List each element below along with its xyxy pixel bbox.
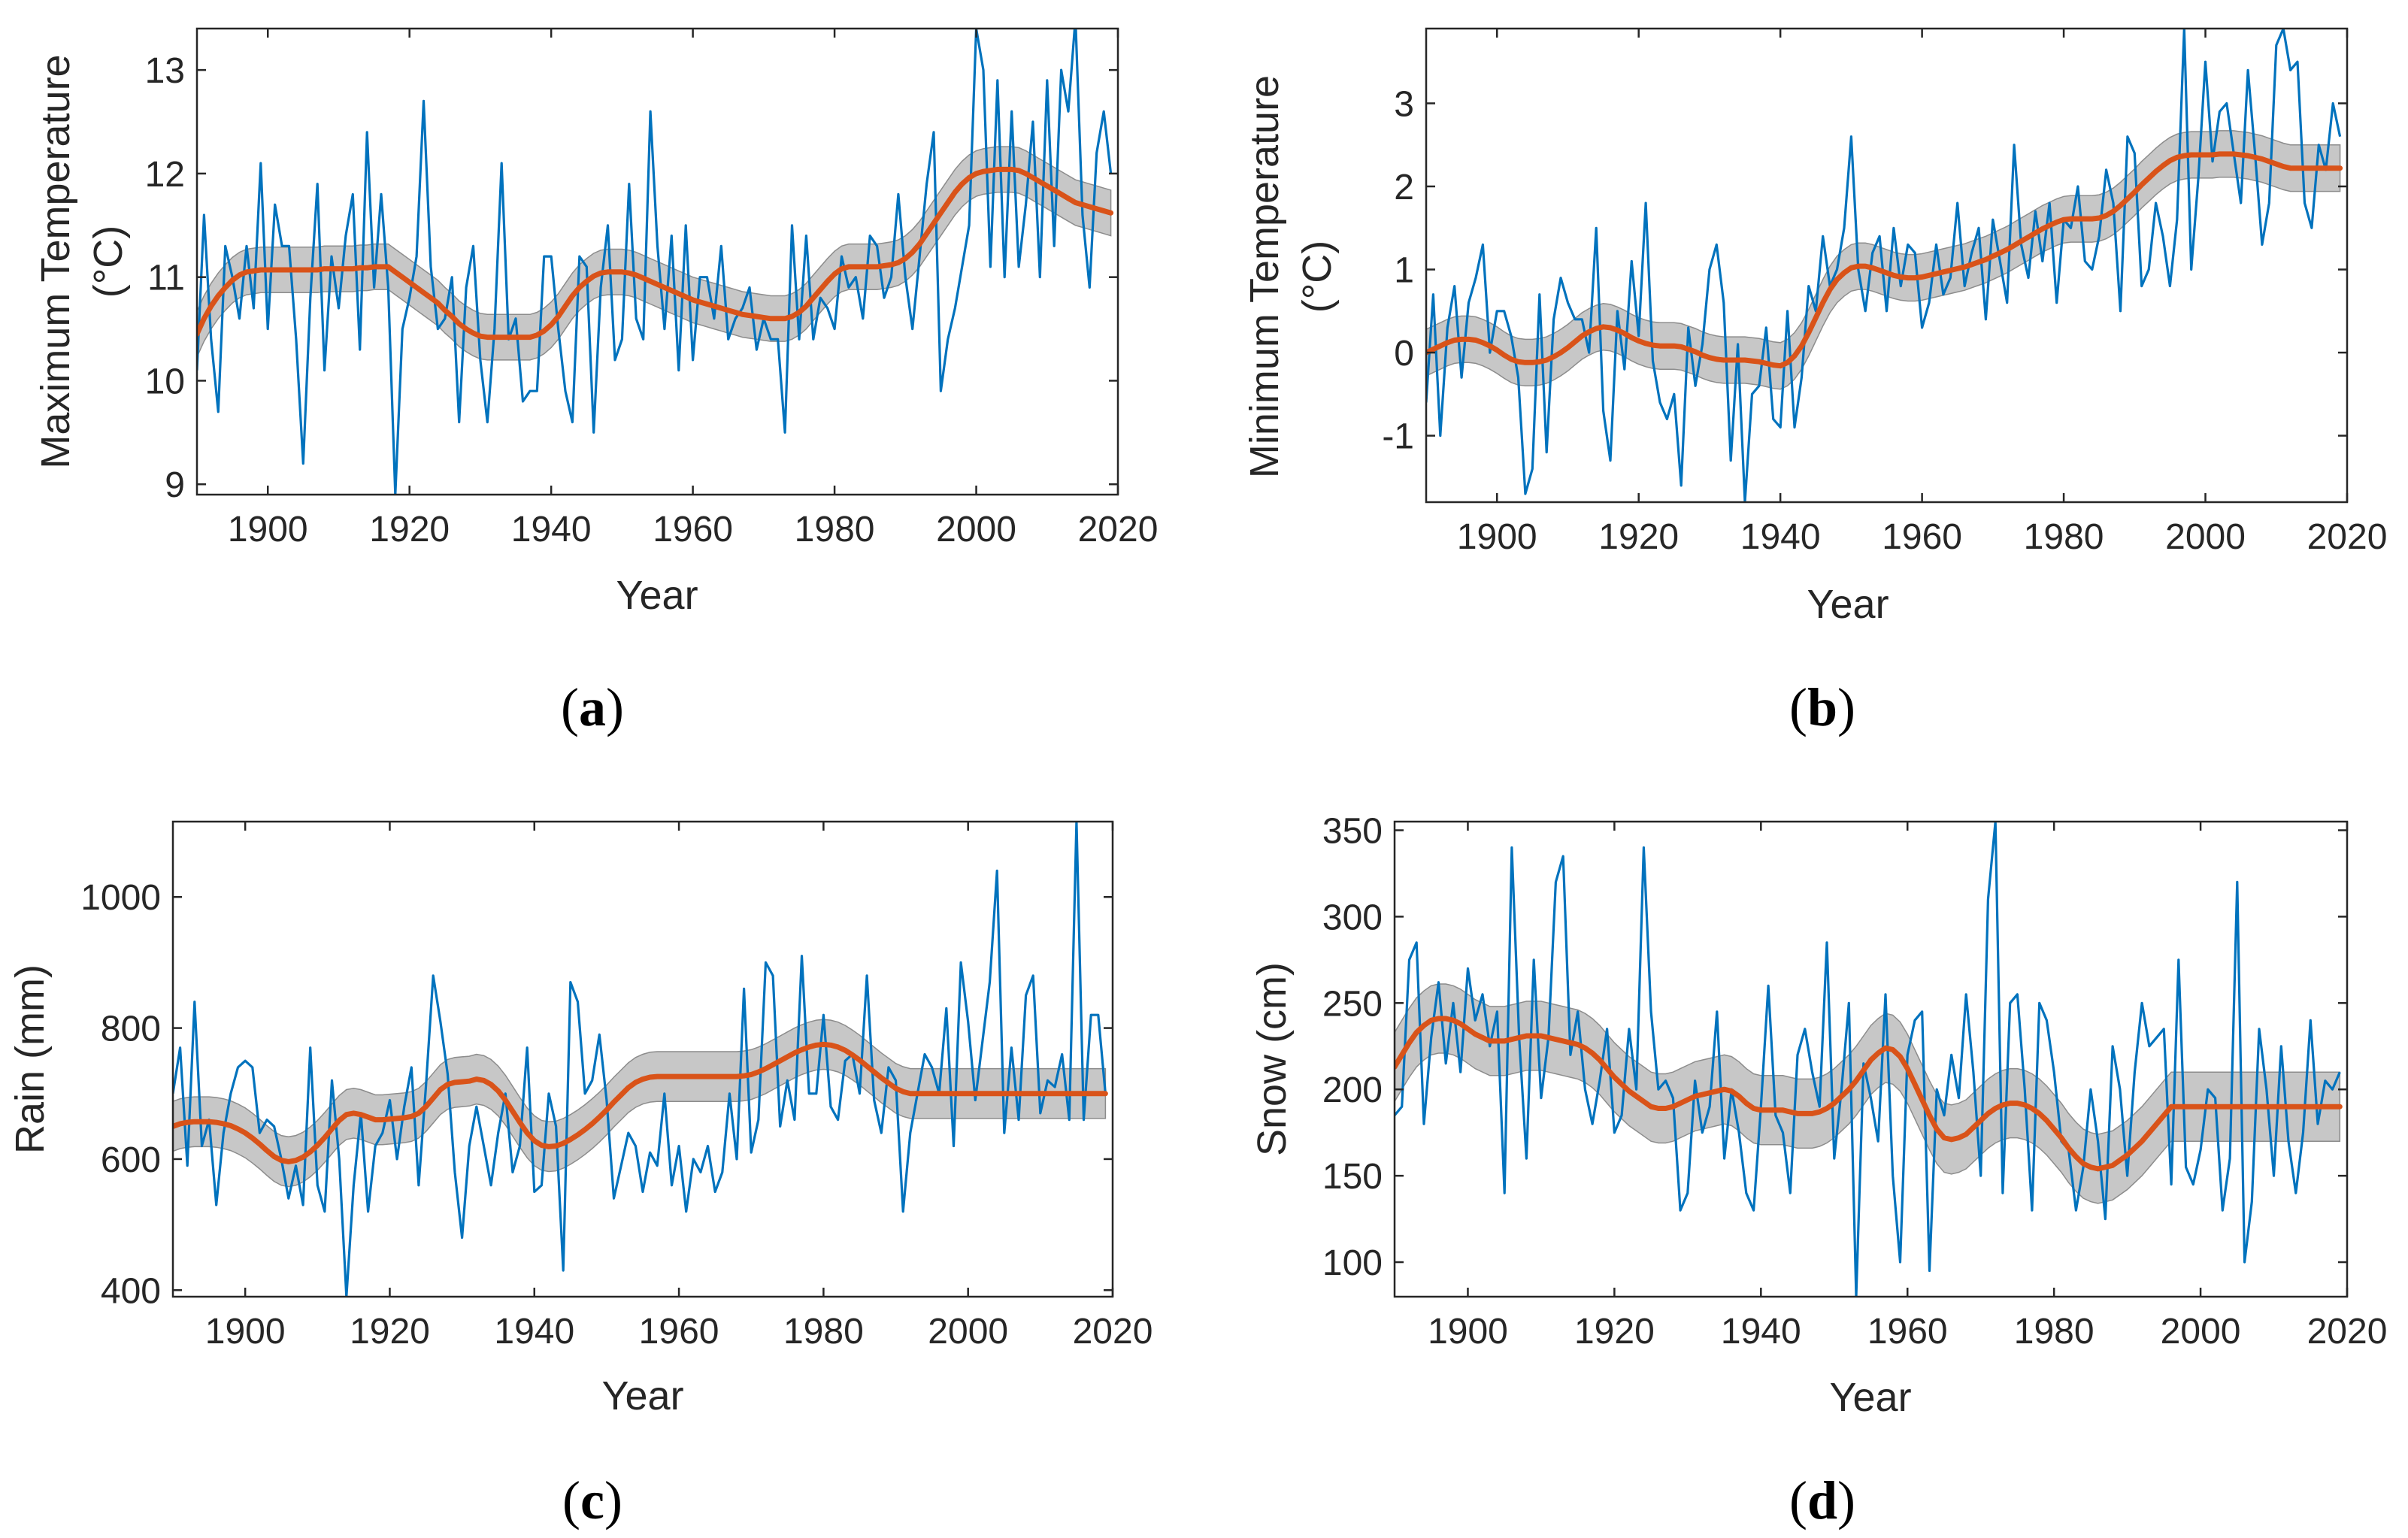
x-tick-label-d-1920: 1920 bbox=[1574, 1312, 1655, 1352]
y-axis-label-d: Snow (cm) bbox=[1249, 962, 1295, 1156]
y-tick-label-d-300: 300 bbox=[1322, 898, 1383, 937]
y-tick-label-a-9: 9 bbox=[165, 465, 185, 505]
x-tick-label-d-1940: 1940 bbox=[1721, 1312, 1801, 1352]
x-axis-label-a: Year bbox=[616, 573, 698, 618]
x-axis-label-c: Year bbox=[601, 1373, 683, 1418]
annual-series-line-d bbox=[1395, 822, 2341, 1297]
plot-area-c bbox=[173, 822, 1108, 1297]
x-tick-label-c-2000: 2000 bbox=[928, 1312, 1008, 1352]
y-axis-unit-b: (°C) bbox=[1295, 241, 1340, 313]
x-tick-label-c-1900: 1900 bbox=[205, 1312, 286, 1352]
annual-series-line-c bbox=[173, 822, 1107, 1297]
x-axis-label-d: Year bbox=[1829, 1375, 1911, 1420]
plot-area-a bbox=[197, 29, 1114, 495]
x-tick-label-b-1920: 1920 bbox=[1598, 517, 1679, 557]
x-tick-label-d-1980: 1980 bbox=[2014, 1312, 2095, 1352]
x-tick-label-b-1900: 1900 bbox=[1457, 517, 1537, 557]
annual-series-line-b bbox=[1426, 29, 2342, 502]
chart-panel-b: Minimum Temperature (°C) Year (b) 1900 19… bbox=[1242, 27, 2388, 737]
y-axis-unit-a: (°C) bbox=[86, 226, 131, 298]
y-axis-label-c: Rain (mm) bbox=[8, 964, 53, 1154]
x-tick-label-c-1940: 1940 bbox=[494, 1312, 574, 1352]
x-tick-label-d-1960: 1960 bbox=[1867, 1312, 1948, 1352]
x-tick-label-b-1960: 1960 bbox=[1882, 517, 1962, 557]
confidence-band-d bbox=[1395, 983, 2341, 1204]
chart-panel-a: Maximum Temperature (°C) Year (a) 1900 19… bbox=[33, 27, 1159, 737]
smooth-trend-line-b bbox=[1426, 151, 2343, 369]
y-axis-label-a: Maximum Temperature bbox=[33, 54, 78, 468]
x-tick-label-d-2020: 2020 bbox=[2307, 1312, 2388, 1352]
y-tick-label-d-250: 250 bbox=[1322, 984, 1383, 1024]
confidence-band-a bbox=[197, 146, 1112, 361]
x-tick-label-b-1980: 1980 bbox=[2024, 517, 2104, 557]
y-tick-label-d-350: 350 bbox=[1322, 811, 1383, 851]
x-tick-label-c-1980: 1980 bbox=[783, 1312, 864, 1352]
x-tick-label-a-2020: 2020 bbox=[1078, 510, 1159, 550]
x-tick-label-c-2020: 2020 bbox=[1073, 1312, 1153, 1352]
y-tick-label-b--1: -1 bbox=[1382, 417, 1414, 457]
x-tick-label-a-2000: 2000 bbox=[936, 510, 1016, 550]
y-tick-label-c-400: 400 bbox=[101, 1271, 161, 1311]
x-tick-label-b-2020: 2020 bbox=[2307, 517, 2388, 557]
annual-series-line-a bbox=[197, 29, 1113, 495]
x-tick-label-a-1940: 1940 bbox=[511, 510, 592, 550]
x-tick-label-a-1980: 1980 bbox=[795, 510, 875, 550]
x-tick-label-a-1900: 1900 bbox=[228, 510, 308, 550]
x-tick-label-c-1920: 1920 bbox=[350, 1312, 430, 1352]
axes-box-d bbox=[1393, 820, 2349, 1298]
y-tick-label-c-1000: 1000 bbox=[80, 878, 161, 918]
y-tick-label-b-0: 0 bbox=[1394, 334, 1414, 374]
y-tick-label-b-2: 2 bbox=[1394, 168, 1414, 207]
plot-area-b bbox=[1426, 29, 2343, 502]
smooth-trend-line-d bbox=[1395, 1016, 2343, 1172]
smooth-trend-line-a bbox=[197, 166, 1114, 341]
x-tick-label-d-1900: 1900 bbox=[1428, 1312, 1508, 1352]
panel-label-c: (c) bbox=[562, 1470, 622, 1530]
axes-box-c bbox=[171, 820, 1114, 1298]
panel-label-d: (d) bbox=[1789, 1470, 1855, 1530]
y-tick-label-a-13: 13 bbox=[145, 51, 185, 91]
y-tick-label-b-1: 1 bbox=[1394, 251, 1414, 291]
chart-panel-c: Rain (mm) Year (c) 1900 1920 1940 1960 1980 2… bbox=[8, 820, 1153, 1530]
x-tick-label-b-2000: 2000 bbox=[2165, 517, 2246, 557]
x-tick-label-c-1960: 1960 bbox=[639, 1312, 719, 1352]
y-tick-label-a-10: 10 bbox=[145, 362, 185, 401]
x-axis-label-b: Year bbox=[1807, 582, 1889, 627]
smooth-trend-line-c bbox=[173, 1041, 1108, 1164]
axes-box-a bbox=[195, 27, 1119, 496]
x-tick-label-a-1920: 1920 bbox=[369, 510, 450, 550]
x-tick-label-b-1940: 1940 bbox=[1740, 517, 1821, 557]
y-tick-label-d-100: 100 bbox=[1322, 1243, 1383, 1283]
y-tick-label-a-12: 12 bbox=[145, 155, 185, 195]
y-axis-title-a: Maximum Temperature (°C) bbox=[33, 54, 131, 468]
y-axis-title-b: Minimum Temperature (°C) bbox=[1242, 75, 1340, 478]
chart-panel-d: Snow (cm) Year (d) 1900 1920 1940 1960 1980 2… bbox=[1249, 811, 2387, 1530]
panel-label-b: (b) bbox=[1789, 677, 1855, 737]
x-tick-label-a-1960: 1960 bbox=[653, 510, 733, 550]
y-tick-label-c-800: 800 bbox=[101, 1010, 161, 1049]
y-tick-label-c-600: 600 bbox=[101, 1140, 161, 1180]
axes-box-b bbox=[1425, 27, 2349, 504]
y-tick-label-d-200: 200 bbox=[1322, 1070, 1383, 1110]
plot-area-d bbox=[1395, 822, 2343, 1297]
x-tick-label-d-2000: 2000 bbox=[2161, 1312, 2241, 1352]
y-tick-label-d-150: 150 bbox=[1322, 1157, 1383, 1197]
y-axis-label-b: Minimum Temperature bbox=[1242, 75, 1287, 478]
y-tick-label-b-3: 3 bbox=[1394, 84, 1414, 124]
y-tick-label-a-11: 11 bbox=[147, 259, 185, 298]
panel-label-a: (a) bbox=[561, 677, 624, 737]
